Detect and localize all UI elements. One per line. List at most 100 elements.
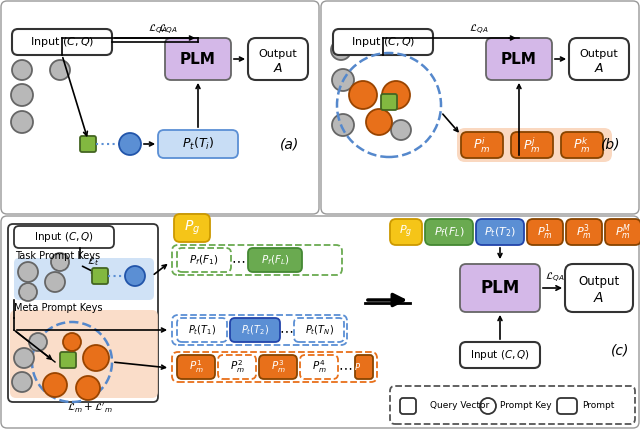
FancyBboxPatch shape [460,342,540,368]
FancyBboxPatch shape [12,29,112,55]
Text: $P_m^1$: $P_m^1$ [537,222,553,242]
FancyBboxPatch shape [10,310,158,398]
FancyBboxPatch shape [174,214,210,242]
Circle shape [45,272,65,292]
Text: (a): (a) [280,138,300,152]
Text: $A$: $A$ [273,61,283,74]
FancyBboxPatch shape [321,1,639,214]
Text: Output: Output [579,276,620,289]
FancyBboxPatch shape [259,355,297,379]
FancyBboxPatch shape [461,132,503,158]
Circle shape [29,333,47,351]
Text: $\mathcal{L}_m + \mathcal{L}'_m$: $\mathcal{L}_m + \mathcal{L}'_m$ [67,401,113,415]
Circle shape [83,345,109,371]
Text: Output: Output [259,49,298,59]
Circle shape [331,40,351,60]
Text: Input $(C, Q)$: Input $(C, Q)$ [30,35,94,49]
Text: $P_m^M$: $P_m^M$ [615,222,631,242]
FancyBboxPatch shape [569,38,629,80]
FancyBboxPatch shape [92,268,108,284]
Text: $\mathcal{L}_{QA}$: $\mathcal{L}_{QA}$ [158,23,178,37]
Text: $P_t(T_2)$: $P_t(T_2)$ [241,323,269,337]
FancyBboxPatch shape [390,386,635,424]
Text: $P_m^3$: $P_m^3$ [271,359,285,375]
Circle shape [43,373,67,397]
Text: Output: Output [580,49,618,59]
FancyBboxPatch shape [1,1,319,214]
Text: $P$: $P$ [355,362,362,372]
Text: Input $(C, Q)$: Input $(C, Q)$ [34,230,94,244]
FancyBboxPatch shape [248,38,308,80]
Circle shape [63,333,81,351]
Circle shape [391,120,411,140]
Text: Prompt: Prompt [582,402,614,411]
Text: Task Prompt Keys: Task Prompt Keys [15,251,100,261]
FancyBboxPatch shape [460,264,540,312]
FancyBboxPatch shape [381,94,397,110]
FancyBboxPatch shape [14,226,114,248]
FancyBboxPatch shape [355,355,373,379]
Text: Query Vector: Query Vector [430,402,489,411]
FancyBboxPatch shape [566,219,602,245]
Circle shape [480,398,496,414]
Circle shape [50,60,70,80]
Text: PLM: PLM [481,279,520,297]
Text: PLM: PLM [180,52,216,67]
FancyBboxPatch shape [400,398,416,414]
Text: $P_m^j$: $P_m^j$ [524,135,541,155]
Circle shape [125,266,145,286]
Circle shape [76,376,100,400]
Text: $P_g$: $P_g$ [184,219,200,237]
Circle shape [51,253,69,271]
Text: $P_g$: $P_g$ [399,224,413,240]
FancyBboxPatch shape [605,219,640,245]
FancyBboxPatch shape [230,318,280,342]
FancyBboxPatch shape [527,219,563,245]
Circle shape [382,81,410,109]
Circle shape [18,262,38,282]
Text: $\mathcal{L}_{QA}$: $\mathcal{L}_{QA}$ [545,271,564,285]
FancyBboxPatch shape [565,264,633,312]
Circle shape [366,109,392,135]
Circle shape [332,114,354,136]
Text: $P_m^1$: $P_m^1$ [189,359,204,375]
Text: Prompt Key: Prompt Key [500,402,552,411]
Text: $P_m^2$: $P_m^2$ [230,359,244,375]
FancyBboxPatch shape [333,29,433,55]
Text: $P_f(F_L)$: $P_f(F_L)$ [434,225,464,239]
Circle shape [119,133,141,155]
Text: $P_t(T_2)$: $P_t(T_2)$ [484,225,516,239]
Text: $P_m^3$: $P_m^3$ [576,222,592,242]
FancyBboxPatch shape [561,132,603,158]
FancyBboxPatch shape [177,355,215,379]
FancyBboxPatch shape [1,216,639,428]
Text: $P_t(T_N)$: $P_t(T_N)$ [305,323,333,337]
Text: $P_m^k$: $P_m^k$ [573,135,591,155]
FancyBboxPatch shape [511,132,553,158]
FancyBboxPatch shape [60,352,76,368]
Text: $P_t(T_i)$: $P_t(T_i)$ [182,136,214,152]
Text: $P_f(F_L)$: $P_f(F_L)$ [260,253,289,267]
Circle shape [12,372,32,392]
Text: Meta Prompt Keys: Meta Prompt Keys [13,303,102,313]
FancyBboxPatch shape [557,398,577,414]
FancyBboxPatch shape [80,136,96,152]
FancyBboxPatch shape [390,219,422,245]
Circle shape [11,84,33,106]
FancyBboxPatch shape [486,38,552,80]
Circle shape [11,111,33,133]
Text: Input $(C, Q)$: Input $(C, Q)$ [351,35,415,49]
FancyBboxPatch shape [476,219,524,245]
Circle shape [19,283,37,301]
Text: $P_m^i$: $P_m^i$ [473,135,491,155]
Text: Input $(C, Q)$: Input $(C, Q)$ [470,348,530,362]
FancyBboxPatch shape [457,128,612,162]
Circle shape [14,348,34,368]
Text: $P_f(F_1)$: $P_f(F_1)$ [189,253,219,267]
FancyBboxPatch shape [425,219,473,245]
Text: $\cdots$: $\cdots$ [279,323,293,337]
Circle shape [12,60,32,80]
Text: $P_m^4$: $P_m^4$ [312,359,326,375]
FancyBboxPatch shape [14,258,154,300]
FancyBboxPatch shape [8,224,158,402]
